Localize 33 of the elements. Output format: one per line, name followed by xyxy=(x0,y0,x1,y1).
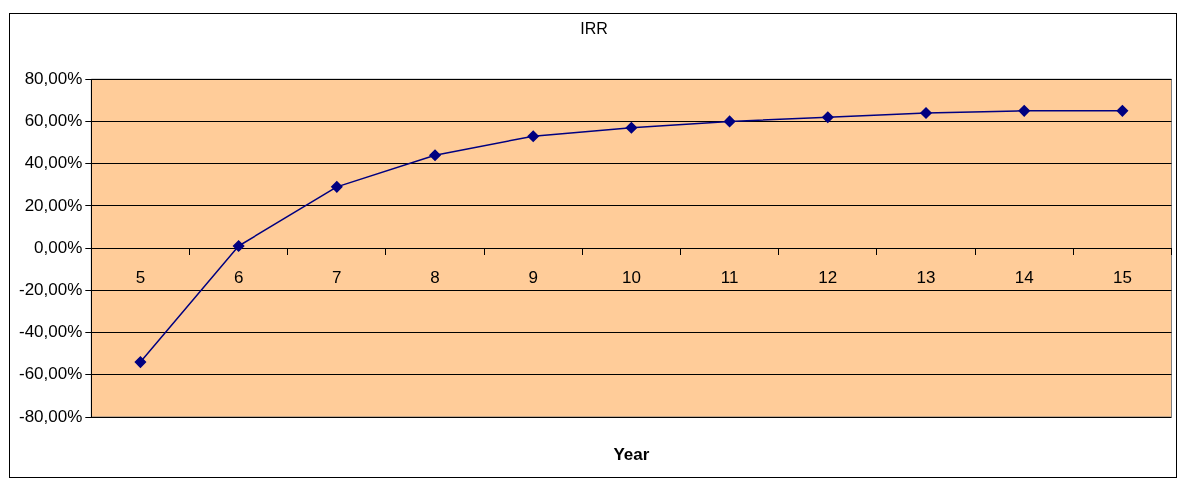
x-tick-label: 7 xyxy=(332,267,342,287)
point xyxy=(429,149,441,161)
point xyxy=(822,111,834,123)
y-tick-label: -20,00% xyxy=(18,280,83,300)
y-tick-label: -80,00% xyxy=(18,406,83,426)
y-tick-label: 80,00% xyxy=(24,68,83,88)
x-tick-label: 13 xyxy=(916,267,936,287)
x-tick-label: 6 xyxy=(233,267,244,287)
x-tick-label: 11 xyxy=(720,267,739,287)
x-tick-label: 10 xyxy=(621,267,641,287)
point xyxy=(1018,105,1030,117)
y-tick-label: 20,00% xyxy=(24,195,83,215)
y-tick-label: 0,00% xyxy=(34,237,83,257)
y-tick-label: -60,00% xyxy=(18,364,83,384)
x-axis-title: Year xyxy=(613,444,650,464)
point xyxy=(723,115,736,128)
point xyxy=(134,356,147,368)
x-tick-label: 5 xyxy=(135,267,146,287)
x-tick-label: 14 xyxy=(1014,267,1034,287)
y-tick-label: 40,00% xyxy=(24,153,83,173)
point xyxy=(625,122,638,134)
point xyxy=(920,107,932,119)
y-tick-label: -40,00% xyxy=(18,322,83,342)
point xyxy=(527,130,539,142)
point xyxy=(331,181,343,193)
y-tick-label: 60,00% xyxy=(24,111,83,131)
point xyxy=(232,240,245,252)
x-tick-label: 8 xyxy=(430,267,440,287)
x-tick-label: 12 xyxy=(818,267,838,287)
x-tick-label: 9 xyxy=(528,267,538,287)
chart-title: IRR xyxy=(580,20,608,38)
x-tick-label: 15 xyxy=(1112,267,1132,287)
point xyxy=(1116,105,1129,117)
